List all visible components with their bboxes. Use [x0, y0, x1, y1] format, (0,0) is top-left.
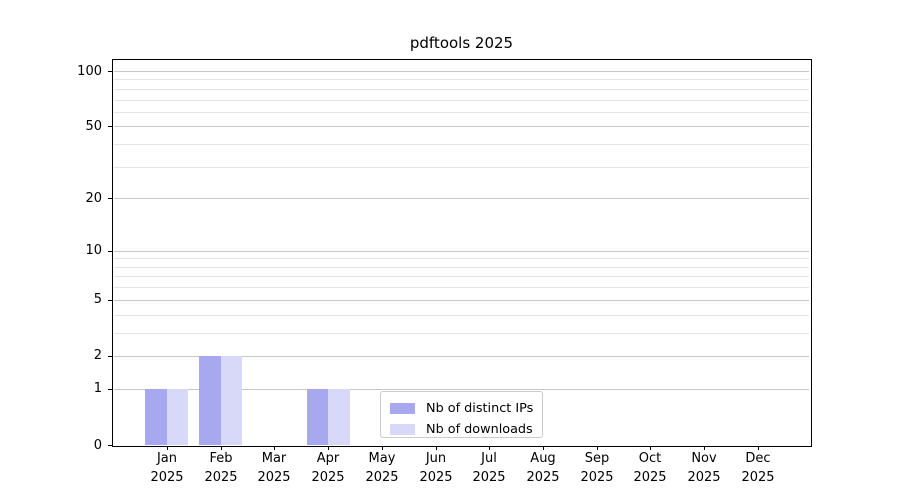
year-label: 2025	[365, 470, 399, 485]
year-label: 2025	[472, 470, 506, 485]
minor-gridline	[114, 287, 809, 288]
legend-item-downloads: Nb of downloads	[390, 419, 542, 440]
x-tick-mark	[489, 446, 490, 450]
major-gridline	[114, 198, 809, 199]
month-label: Feb	[209, 451, 233, 466]
y-tick-mark	[108, 251, 113, 252]
y-tick-mark	[108, 71, 113, 72]
minor-gridline	[114, 100, 809, 101]
x-tick-mark	[221, 446, 222, 450]
y-tick-label: 100	[77, 64, 102, 79]
major-gridline	[114, 251, 809, 252]
bar	[166, 389, 189, 445]
year-label: 2025	[526, 470, 560, 485]
y-tick-mark	[108, 198, 113, 199]
year-label: 2025	[419, 470, 453, 485]
x-tick-label: Mar 2025	[234, 449, 314, 487]
x-tick-label: Nov 2025	[664, 449, 744, 487]
bar	[328, 389, 350, 445]
bar	[220, 356, 243, 445]
month-label: Jul	[481, 451, 497, 466]
y-tick-mark	[108, 445, 113, 446]
minor-gridline	[114, 112, 809, 113]
x-tick-mark	[758, 446, 759, 450]
x-tick-mark	[650, 446, 651, 450]
month-label: Mar	[261, 451, 287, 466]
minor-gridline	[114, 167, 809, 168]
bar	[199, 356, 221, 445]
major-gridline	[114, 300, 809, 301]
year-label: 2025	[687, 470, 721, 485]
minor-gridline	[114, 267, 809, 268]
bar	[145, 389, 167, 445]
year-label: 2025	[741, 470, 775, 485]
y-tick-label: 0	[93, 438, 102, 453]
minor-gridline	[114, 276, 809, 277]
year-label: 2025	[580, 470, 614, 485]
y-tick-label: 10	[85, 243, 102, 258]
x-tick-label: May 2025	[342, 449, 422, 487]
minor-gridline	[114, 315, 809, 316]
month-label: Sep	[584, 451, 610, 466]
legend-label-distinct-ips: Nb of distinct IPs	[426, 401, 534, 416]
x-tick-label: Feb 2025	[181, 449, 261, 487]
month-label: Jun	[425, 451, 447, 466]
month-label: Jan	[156, 451, 178, 466]
x-tick-mark	[704, 446, 705, 450]
y-tick-label: 20	[85, 191, 102, 206]
legend-swatch-distinct-ips	[390, 403, 415, 414]
legend-label-downloads: Nb of downloads	[426, 422, 533, 437]
legend: Nb of distinct IPs Nb of downloads	[380, 391, 543, 438]
x-tick-label: Jan 2025	[127, 449, 207, 487]
minor-gridline	[114, 144, 809, 145]
major-gridline	[114, 356, 809, 357]
y-tick-label: 2	[93, 348, 102, 363]
y-tick-label: 1	[93, 381, 102, 396]
major-gridline	[114, 71, 809, 72]
month-label: Apr	[316, 451, 340, 466]
chart-title: pdftools 2025	[409, 34, 514, 52]
bar	[306, 389, 329, 445]
y-tick-mark	[108, 356, 113, 357]
legend-item-distinct-ips: Nb of distinct IPs	[390, 398, 542, 419]
minor-gridline	[114, 79, 809, 80]
month-label: Nov	[691, 451, 717, 466]
y-tick-mark	[108, 300, 113, 301]
x-tick-mark	[274, 446, 275, 450]
x-tick-label: Jul 2025	[449, 449, 529, 487]
x-tick-mark	[382, 446, 383, 450]
x-tick-mark	[543, 446, 544, 450]
legend-swatch-downloads	[390, 424, 415, 435]
y-tick-mark	[108, 389, 113, 390]
x-tick-label: Aug 2025	[503, 449, 583, 487]
x-tick-mark	[597, 446, 598, 450]
minor-gridline	[114, 333, 809, 334]
x-tick-label: Dec 2025	[718, 449, 798, 487]
year-label: 2025	[311, 470, 345, 485]
x-tick-label: Oct 2025	[610, 449, 690, 487]
major-gridline	[114, 389, 809, 390]
x-tick-label: Sep 2025	[557, 449, 637, 487]
major-gridline	[114, 126, 809, 127]
year-label: 2025	[257, 470, 291, 485]
month-label: Aug	[530, 451, 556, 466]
year-label: 2025	[633, 470, 667, 485]
x-tick-label: Apr 2025	[288, 449, 368, 487]
y-tick-label: 50	[85, 119, 102, 134]
x-tick-mark	[167, 446, 168, 450]
x-tick-label: Jun 2025	[396, 449, 476, 487]
minor-gridline	[114, 258, 809, 259]
x-tick-mark	[436, 446, 437, 450]
minor-gridline	[114, 89, 809, 90]
month-label: Oct	[638, 451, 662, 466]
x-tick-mark	[328, 446, 329, 450]
y-tick-mark	[108, 126, 113, 127]
year-label: 2025	[150, 470, 184, 485]
y-tick-label: 5	[93, 292, 102, 307]
month-label: May	[368, 451, 396, 466]
year-label: 2025	[204, 470, 238, 485]
month-label: Dec	[745, 451, 771, 466]
